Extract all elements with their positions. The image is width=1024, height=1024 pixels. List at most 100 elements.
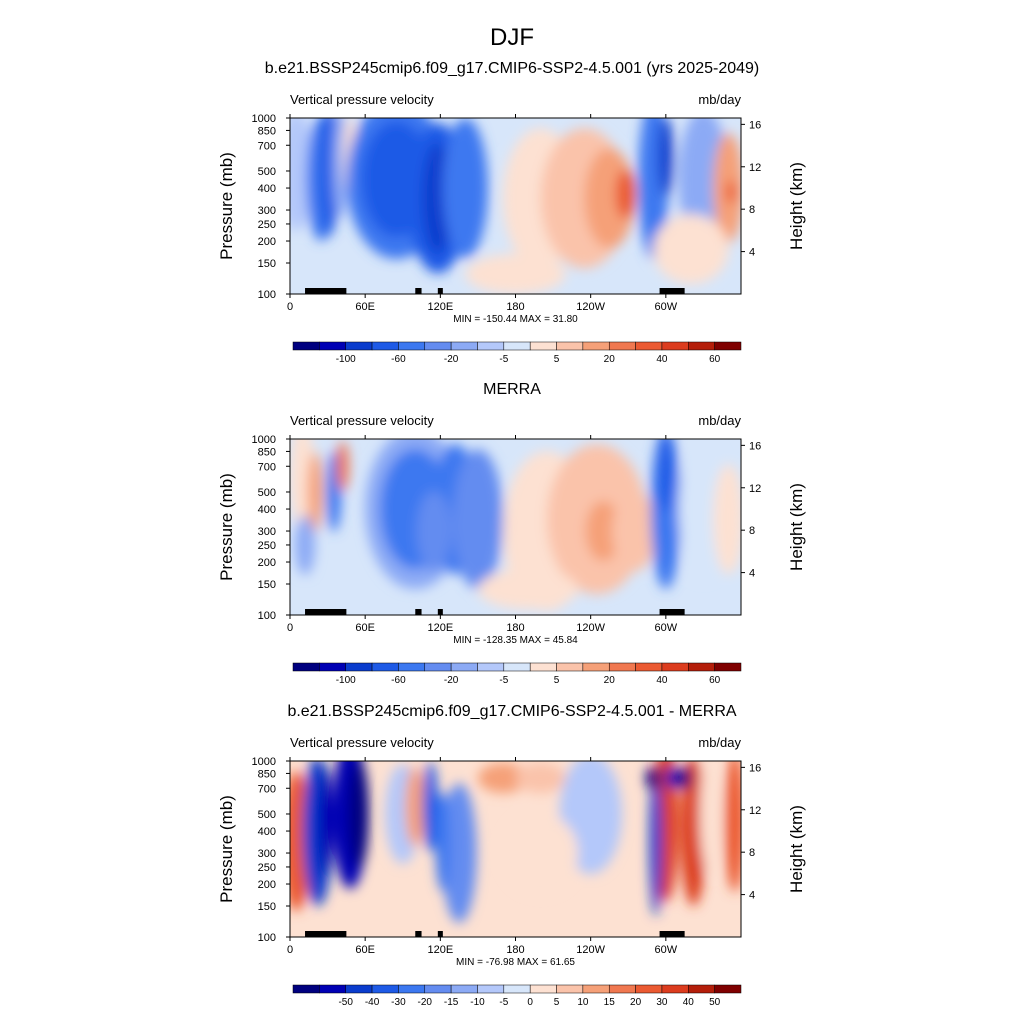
y-tick-label: 850 <box>258 446 276 458</box>
height-tick-label: 8 <box>749 847 755 859</box>
contour-blob <box>502 813 579 894</box>
contour-blob <box>348 761 369 869</box>
colorbar-label: 50 <box>709 997 721 1008</box>
x-tick-label: 120E <box>427 944 453 956</box>
colorbar-cell <box>582 662 610 672</box>
contour-blob <box>611 491 658 572</box>
colorbar-label: 15 <box>604 997 616 1008</box>
y-axis-label: Pressure (mb) <box>217 473 236 581</box>
panel-3-field <box>290 761 741 937</box>
y-tick-label: 100 <box>258 932 276 944</box>
contour-blob <box>649 766 663 917</box>
y-tick-label: 1000 <box>252 113 276 125</box>
colorbar-cell <box>688 341 715 351</box>
colorbar-label: -10 <box>470 997 485 1008</box>
colorbar-cell <box>503 662 531 672</box>
colorbar-label: 5 <box>554 997 560 1008</box>
x-tick-label: 120W <box>576 301 605 313</box>
figure-title: DJF <box>490 24 534 51</box>
y-tick-label: 200 <box>258 236 276 248</box>
colorbar-label: 10 <box>577 997 589 1008</box>
contour-blob <box>724 761 741 893</box>
colorbar-label: 20 <box>630 997 642 1008</box>
field-contours <box>290 439 741 612</box>
colorbar-cell <box>398 662 426 672</box>
y-tick-label: 700 <box>258 461 276 473</box>
contour-blob <box>405 766 426 847</box>
height-tick-label: 12 <box>749 162 761 174</box>
colorbar-cell <box>608 341 636 351</box>
y-tick-label: 150 <box>258 258 276 270</box>
colorbar-cell <box>424 341 452 351</box>
contour-blob <box>295 514 316 575</box>
colorbar-cell <box>556 662 584 672</box>
contour-blob <box>442 118 488 259</box>
panel-2-left-label: Vertical pressure velocity <box>290 413 434 428</box>
colorbar-cell <box>371 984 399 994</box>
colorbar-cell <box>450 984 478 994</box>
colorbar-cell <box>661 984 689 994</box>
colorbar-cell <box>292 662 320 672</box>
panel-1: b.e21.BSSP245cmip6.f09_g17.CMIP6-SSP2-4.… <box>217 60 806 365</box>
panel-1-field <box>290 118 741 294</box>
panel-3-stats: MIN = -76.98 MAX = 61.65 <box>456 957 575 968</box>
contour-blob <box>680 761 706 907</box>
y-tick-label: 700 <box>258 783 276 795</box>
colorbar-label: -20 <box>444 675 459 686</box>
topography <box>437 931 443 937</box>
colorbar-label: 5 <box>554 675 560 686</box>
topography <box>659 288 685 294</box>
colorbar-label: -60 <box>391 675 406 686</box>
height-axis-label: Height (km) <box>787 483 806 571</box>
colorbar-label: 5 <box>554 354 560 365</box>
contour-blob <box>422 761 438 852</box>
contour-blob <box>477 569 579 610</box>
x-tick-label: 180 <box>506 944 524 956</box>
height-tick-label: 4 <box>749 568 755 580</box>
height-tick-label: 4 <box>749 890 755 902</box>
x-tick-label: 180 <box>506 301 524 313</box>
y-tick-label: 300 <box>258 848 276 860</box>
colorbar-label: -5 <box>499 997 508 1008</box>
panel-1-left-label: Vertical pressure velocity <box>290 92 434 107</box>
colorbar-label: -5 <box>499 675 508 686</box>
topography <box>305 931 347 937</box>
height-axis-label: Height (km) <box>787 805 806 893</box>
y-tick-label: 200 <box>258 557 276 569</box>
colorbar-cell <box>529 984 557 994</box>
y-tick-label: 500 <box>258 809 276 821</box>
field-contours <box>290 761 741 924</box>
colorbar-cell <box>371 341 399 351</box>
height-tick-label: 16 <box>749 440 761 452</box>
contour-blob <box>307 451 323 532</box>
y-tick-label: 100 <box>258 289 276 301</box>
colorbar-cell <box>424 984 452 994</box>
colorbar-cell <box>556 984 584 994</box>
colorbar-label: -40 <box>365 997 380 1008</box>
topography <box>305 288 347 294</box>
topography <box>437 288 443 294</box>
panel-2: MERRA Vertical pressure velocity mb/day 100… <box>217 381 806 686</box>
topography <box>415 288 422 294</box>
contour-blob <box>678 766 691 791</box>
colorbar-cell <box>477 984 505 994</box>
colorbar-cell <box>503 984 531 994</box>
colorbar-label: -5 <box>499 354 508 365</box>
colorbar-cell <box>398 341 426 351</box>
contour-blob <box>477 763 529 794</box>
x-tick-label: 120W <box>576 944 605 956</box>
y-tick-label: 200 <box>258 879 276 891</box>
panel-2-stats: MIN = -128.35 MAX = 45.84 <box>453 635 578 646</box>
colorbar-cell <box>529 341 557 351</box>
contour-blob <box>665 766 679 791</box>
colorbar-cell <box>424 662 452 672</box>
x-tick-label: 60W <box>655 622 678 634</box>
colorbar-cell <box>503 341 531 351</box>
x-tick-label: 180 <box>506 622 524 634</box>
y-tick-label: 1000 <box>252 756 276 768</box>
colorbar-label: -30 <box>391 997 406 1008</box>
colorbar-label: 20 <box>604 675 616 686</box>
y-tick-label: 250 <box>258 862 276 874</box>
height-tick-label: 8 <box>749 525 755 537</box>
panel-1-stats: MIN = -150.44 MAX = 31.80 <box>453 314 578 325</box>
